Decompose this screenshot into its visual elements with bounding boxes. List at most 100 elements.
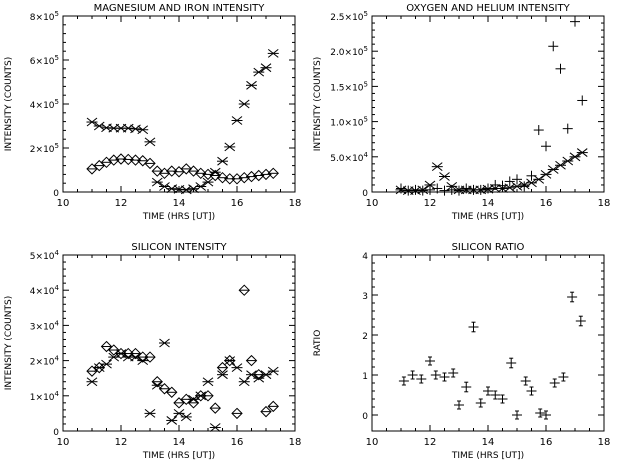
x-axis-label: TIME (HRS [UT]) <box>451 212 524 222</box>
x-tick-label: 14 <box>173 437 186 448</box>
y-tick-label: 5.0×104 <box>330 151 368 164</box>
data-point <box>475 184 486 195</box>
chart-title: MAGNESIUM AND IRON INTENSITY <box>94 3 266 14</box>
data-point <box>231 116 243 125</box>
data-point <box>159 338 170 348</box>
data-point <box>520 376 531 386</box>
y-tick-label-mantissa: 5×10 <box>30 252 55 262</box>
data-point <box>267 167 279 180</box>
y-tick-label: 3×104 <box>30 319 60 332</box>
y-tick-label: 3 <box>362 292 368 302</box>
data-point <box>558 372 569 382</box>
data-point <box>567 291 578 303</box>
data-point <box>533 125 544 136</box>
y-tick-label-exponent: 5 <box>55 10 59 18</box>
plot-frame <box>371 254 605 432</box>
data-point <box>576 148 588 157</box>
y-tick-label: 2.0×105 <box>330 45 368 58</box>
data-point <box>396 183 406 194</box>
y-tick-label: 4×104 <box>30 284 60 297</box>
y-tick-label-exponent: 4 <box>55 319 60 327</box>
series-0 <box>86 49 279 195</box>
data-point <box>475 398 486 408</box>
data-point <box>93 361 105 374</box>
data-point <box>267 400 279 413</box>
data-point <box>151 177 163 187</box>
data-point <box>555 63 566 74</box>
y-tick-label-mantissa: 2.5×10 <box>330 13 364 23</box>
data-point <box>209 169 221 182</box>
data-point <box>144 409 156 418</box>
data-point <box>398 376 409 386</box>
y-tick-label: 0 <box>362 189 368 199</box>
data-point <box>245 354 258 367</box>
y-axis-label: INTENSITY (COUNTS) <box>313 57 323 151</box>
data-point <box>535 408 546 418</box>
data-point <box>439 185 450 196</box>
x-tick-label: 16 <box>540 437 553 448</box>
data-point <box>430 370 441 380</box>
y-tick-label-mantissa: 2×10 <box>30 145 55 155</box>
data-point <box>217 370 228 380</box>
x-tick-label: 12 <box>424 198 437 209</box>
y-tick-label-mantissa: 3×10 <box>30 322 55 332</box>
data-point <box>173 397 185 409</box>
data-point <box>86 365 98 377</box>
x-tick-label: 18 <box>289 198 302 209</box>
data-point <box>555 160 566 170</box>
y-tick-label-mantissa: 5.0×10 <box>330 154 364 164</box>
data-point <box>439 372 450 382</box>
data-point <box>187 165 200 177</box>
data-point <box>570 16 580 27</box>
y-tick-label-exponent: 5 <box>364 80 368 88</box>
y-tick-label-exponent: 5 <box>364 45 368 53</box>
data-point <box>547 165 559 174</box>
data-point <box>526 386 537 396</box>
data-point <box>260 63 272 73</box>
data-point <box>541 410 551 420</box>
data-point <box>166 386 178 398</box>
y-tick-label-mantissa: 2 <box>362 332 368 342</box>
data-point <box>100 340 113 353</box>
x-tick-label: 18 <box>598 437 611 448</box>
y-tick-label: 4 <box>362 252 368 262</box>
y-tick-label-mantissa: 0 <box>53 189 59 199</box>
data-point <box>217 156 228 166</box>
data-point <box>151 165 163 177</box>
y-tick-label-mantissa: 3 <box>362 292 368 302</box>
data-point <box>180 412 192 422</box>
y-tick-label: 0 <box>53 189 59 199</box>
data-point <box>483 386 493 396</box>
data-point <box>195 182 207 191</box>
data-point <box>512 174 522 185</box>
data-point <box>202 390 214 402</box>
data-point <box>108 352 120 362</box>
x-tick-label: 10 <box>366 437 379 448</box>
data-point <box>158 383 171 395</box>
data-point <box>512 410 522 420</box>
data-point <box>180 185 192 195</box>
x-tick-label: 16 <box>231 437 244 448</box>
y-tick-label-mantissa: 0 <box>362 412 368 422</box>
data-point <box>238 377 250 387</box>
data-point <box>446 184 457 195</box>
chart-title: SILICON RATIO <box>452 242 525 253</box>
x-tick-label: 12 <box>115 437 128 448</box>
y-tick-label-exponent: 4 <box>364 151 369 159</box>
data-point <box>549 378 560 388</box>
y-tick-label-mantissa: 0 <box>53 428 59 438</box>
data-point <box>533 174 545 184</box>
data-point <box>506 357 517 369</box>
plot-frame <box>62 254 296 432</box>
y-tick-label: 2×105 <box>30 142 59 155</box>
y-tick-label: 2.5×105 <box>330 10 368 23</box>
y-tick-label-mantissa: 1.0×10 <box>330 119 364 129</box>
data-point <box>137 155 149 167</box>
data-point <box>253 368 265 381</box>
data-point <box>410 184 421 195</box>
y-tick-label: 1.5×105 <box>330 80 368 93</box>
x-tick-label: 10 <box>57 198 70 209</box>
y-tick-label-mantissa: 4 <box>362 252 368 262</box>
